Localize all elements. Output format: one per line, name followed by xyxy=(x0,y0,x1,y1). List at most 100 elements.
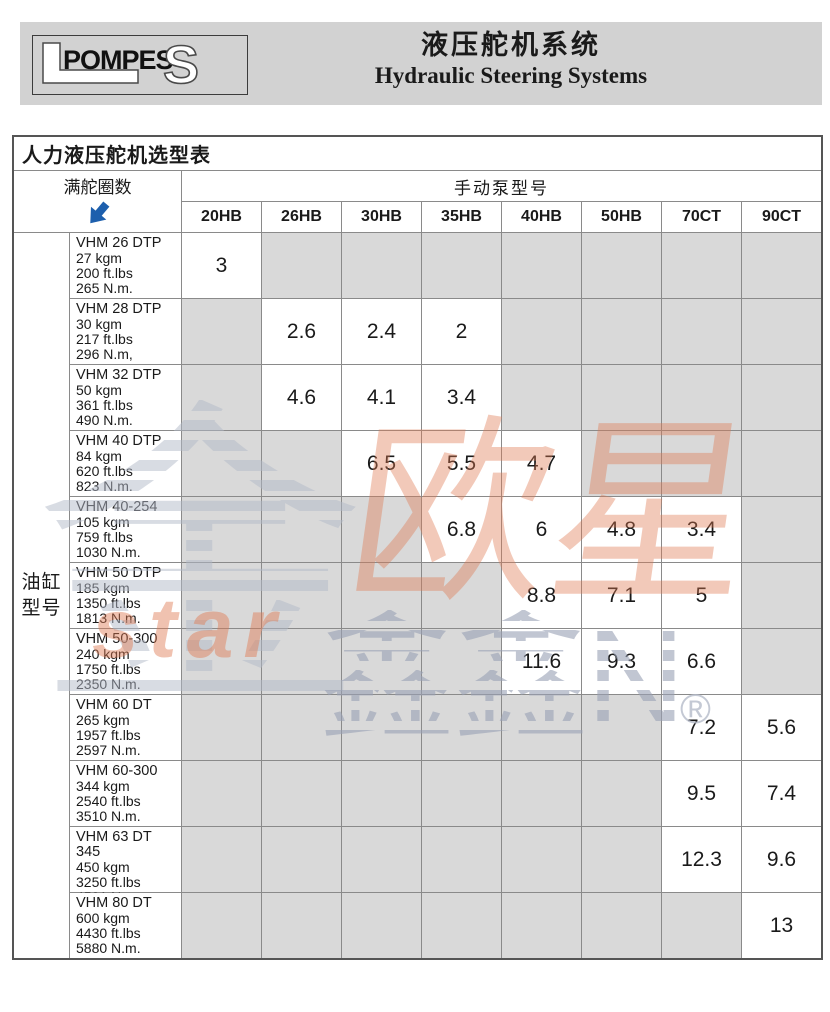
full-rudder-turns-label: 满舵圈数 xyxy=(63,178,132,197)
turns-cell xyxy=(582,299,661,364)
logo-pompes-text: POMPES xyxy=(63,45,173,75)
turns-cell: 5 xyxy=(662,563,741,628)
turns-cell: 6.5 xyxy=(342,431,421,496)
logo-s-glyph: S xyxy=(163,36,199,92)
turns-cell xyxy=(262,893,341,958)
banner-titles: 液压舵机系统 Hydraulic Steering Systems xyxy=(250,22,772,105)
turns-cell xyxy=(182,695,261,760)
turns-cell: 6.6 xyxy=(662,629,741,694)
company-logo: POMPES S xyxy=(32,34,248,96)
page-title-en: Hydraulic Steering Systems xyxy=(374,63,648,88)
column-header-35hb: 35HB xyxy=(422,202,501,232)
cylinder-label: VHM 80 DT 600 kgm 4430 ft.lbs 5880 N.m. xyxy=(70,893,181,958)
cylinder-label: VHM 28 DTP 30 kgm 217 ft.lbs 296 N.m, xyxy=(70,299,181,364)
column-header-50hb: 50HB xyxy=(582,202,661,232)
turns-cell: 12.3 xyxy=(662,827,741,892)
turns-cell xyxy=(662,365,741,430)
turns-cell xyxy=(502,233,581,298)
column-header-90ct: 90CT xyxy=(742,202,821,232)
turns-cell: 4.8 xyxy=(582,497,661,562)
turns-cell xyxy=(742,233,821,298)
column-header-20hb: 20HB xyxy=(182,202,261,232)
turns-cell xyxy=(262,563,341,628)
turns-cell xyxy=(502,695,581,760)
turns-cell xyxy=(262,827,341,892)
turns-cell xyxy=(582,893,661,958)
cylinder-label: VHM 60-300 344 kgm 2540 ft.lbs 3510 N.m. xyxy=(70,761,181,826)
turns-cell xyxy=(582,233,661,298)
logo-ls-icon: POMPES S xyxy=(42,34,200,96)
turns-cell xyxy=(342,827,421,892)
turns-cell xyxy=(662,431,741,496)
cylinder-label: VHM 63 DT 345 450 kgm 3250 ft.lbs 4591 N… xyxy=(70,827,181,905)
turns-cell xyxy=(182,431,261,496)
page-title-zh: 液压舵机系统 xyxy=(421,30,601,60)
turns-cell xyxy=(742,563,821,628)
turns-cell: 13 xyxy=(742,893,821,958)
cylinder-label: VHM 40-254 105 kgm 759 ft.lbs 1030 N.m. xyxy=(70,497,181,562)
turns-cell xyxy=(262,629,341,694)
turns-cell xyxy=(742,431,821,496)
turns-cell xyxy=(502,299,581,364)
header-band: POMPES S 液压舵机系统 Hydraulic Steering Syste… xyxy=(20,22,822,105)
turns-cell: 7.2 xyxy=(662,695,741,760)
turns-cell xyxy=(342,695,421,760)
turns-cell xyxy=(582,695,661,760)
turns-cell xyxy=(502,893,581,958)
turns-cell: 4.1 xyxy=(342,365,421,430)
turns-cell xyxy=(182,299,261,364)
turns-cell xyxy=(262,431,341,496)
column-header-40hb: 40HB xyxy=(502,202,581,232)
turns-cell: 5.6 xyxy=(742,695,821,760)
turns-cell xyxy=(422,695,501,760)
turns-cell xyxy=(342,563,421,628)
turns-cell xyxy=(422,233,501,298)
cylinder-label: VHM 60 DT 265 kgm 1957 ft.lbs 2597 N.m. xyxy=(70,695,181,760)
turns-cell: 6 xyxy=(502,497,581,562)
turns-cell xyxy=(182,629,261,694)
turns-cell xyxy=(422,761,501,826)
turns-cell xyxy=(582,365,661,430)
turns-cell: 9.6 xyxy=(742,827,821,892)
down-right-arrow-icon xyxy=(89,201,109,224)
turns-cell: 11.6 xyxy=(502,629,581,694)
turns-cell xyxy=(262,497,341,562)
turns-cell xyxy=(742,629,821,694)
column-header-70ct: 70CT xyxy=(662,202,741,232)
turns-cell xyxy=(182,563,261,628)
turns-cell xyxy=(182,365,261,430)
turns-cell xyxy=(502,761,581,826)
turns-cell xyxy=(262,233,341,298)
turns-cell: 7.1 xyxy=(582,563,661,628)
turns-cell xyxy=(502,365,581,430)
turns-cell xyxy=(182,497,261,562)
turns-cell xyxy=(342,629,421,694)
turns-cell xyxy=(262,761,341,826)
turns-cell: 8.8 xyxy=(502,563,581,628)
turns-cell xyxy=(182,827,261,892)
selection-table: 人力液压舵机选型表 满舵圈数 手动泵型号 20HB 26HB 30HB 35HB… xyxy=(12,135,823,960)
turns-cell xyxy=(422,563,501,628)
turns-cell xyxy=(342,761,421,826)
cylinder-label: VHM 32 DTP 50 kgm 361 ft.lbs 490 N.m. xyxy=(70,365,181,430)
turns-cell xyxy=(742,299,821,364)
pump-model-header: 手动泵型号 xyxy=(182,171,821,201)
turns-cell: 3.4 xyxy=(422,365,501,430)
turns-cell xyxy=(582,431,661,496)
cylinder-label: VHM 50-300 240 kgm 1750 ft.lbs 2350 N.m. xyxy=(70,629,181,694)
turns-cell: 3.4 xyxy=(662,497,741,562)
turns-cell: 4.7 xyxy=(502,431,581,496)
turns-cell: 7.4 xyxy=(742,761,821,826)
turns-cell xyxy=(582,827,661,892)
turns-cell: 4.6 xyxy=(262,365,341,430)
turns-cell: 9.5 xyxy=(662,761,741,826)
turns-cell xyxy=(422,827,501,892)
column-header-30hb: 30HB xyxy=(342,202,421,232)
turns-cell xyxy=(662,299,741,364)
turns-cell: 2.4 xyxy=(342,299,421,364)
turns-cell: 2 xyxy=(422,299,501,364)
table-title: 人力液压舵机选型表 xyxy=(14,137,821,170)
turns-cell xyxy=(342,893,421,958)
turns-cell xyxy=(502,827,581,892)
turns-cell xyxy=(742,365,821,430)
